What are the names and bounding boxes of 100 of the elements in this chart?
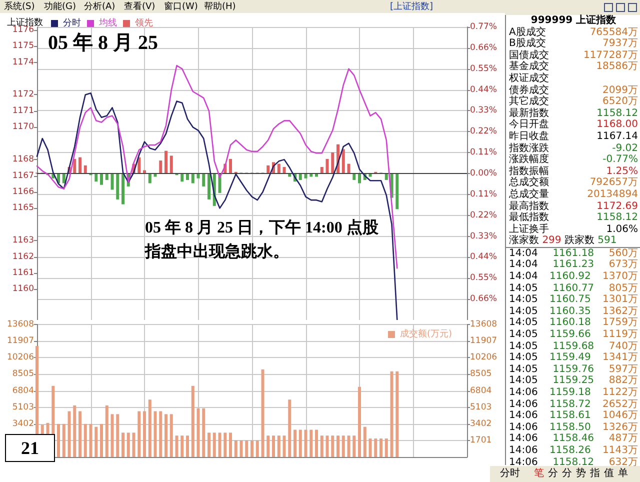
bar [208, 432, 210, 457]
bar [282, 167, 286, 174]
y2-tick-label: 5103 [470, 402, 492, 412]
y-tick-label: 1163 [12, 236, 34, 246]
y-tick-label: 6804 [12, 386, 34, 396]
y2-tick-label: 6804 [470, 386, 492, 396]
text: 1.06% [606, 224, 638, 235]
bar [315, 430, 318, 457]
y2-tick-label: 0.77% [470, 22, 498, 32]
bar [282, 436, 286, 457]
text: 14:05 1160.18 1759万 [509, 317, 638, 330]
bar [170, 156, 173, 174]
bar [78, 411, 82, 457]
bar [358, 174, 361, 184]
text: 1177287万 [583, 50, 638, 61]
bar [396, 371, 399, 457]
bar [380, 438, 382, 457]
text: 14:04 1160.92 1370万 [509, 271, 638, 283]
line-series [36, 64, 398, 269]
y-tick-label: 1175 [12, 41, 34, 52]
text: 1158.12 [596, 212, 638, 224]
y-tick-label: 1162 [12, 252, 34, 262]
category-label: 其它成交 [509, 96, 549, 108]
bar [294, 430, 296, 457]
bar [245, 440, 248, 457]
text: 14:05 1159.25 882万 [509, 375, 638, 386]
bar [240, 440, 243, 457]
bar [374, 438, 378, 457]
bar [208, 174, 210, 200]
text: 势 [576, 466, 586, 481]
bar [277, 436, 280, 457]
y-tick-label: 1161 [12, 268, 34, 278]
bar [298, 430, 302, 457]
text: 14:06 1158.12 632万 [509, 456, 638, 468]
text: 1158.12 [596, 108, 638, 119]
text: -9.02 [612, 142, 638, 154]
bar [234, 440, 238, 457]
category-label: 债券成交 [509, 84, 549, 96]
text: 2099万 [602, 84, 638, 96]
bar [336, 436, 340, 457]
bar [164, 150, 168, 174]
y2-tick-label: 0.44% [470, 84, 498, 95]
bar [159, 411, 162, 457]
category-label: 最低指数 [509, 212, 549, 224]
annotation: 21 [5, 434, 55, 462]
text: 792657万 [590, 177, 638, 188]
bar [250, 440, 254, 457]
category-label: 基金成交 [509, 61, 549, 72]
y2-tick-label: 8505 [470, 369, 492, 380]
bar [154, 411, 157, 457]
bar [73, 405, 76, 457]
bar [94, 174, 98, 182]
text: 14:04 1161.18 560万 [509, 248, 638, 259]
bar [170, 414, 173, 457]
y2-tick-label: 0.66% [470, 42, 498, 53]
legend-label: 成交额(万元) [400, 328, 452, 340]
bar [202, 174, 206, 186]
bar [266, 165, 270, 174]
text: 1172.69 [596, 200, 638, 212]
text: 6520万 [602, 96, 638, 108]
y2-tick-label: 0.66% [470, 294, 498, 304]
text: 系统(S) [4, 0, 35, 14]
bar [110, 174, 114, 190]
bar [342, 436, 345, 457]
text: 1.25% [606, 166, 638, 177]
bar [384, 174, 388, 180]
text: 14:06 1158.46 487万 [509, 433, 638, 444]
bar [347, 436, 350, 457]
y2-tick-label: 10206 [470, 352, 498, 363]
text: 765584万 [590, 26, 638, 38]
category-label: 昨日收盘 [509, 130, 549, 142]
y2-tick-label: 0.22% [470, 210, 498, 220]
y2-tick-label: 0.11% [470, 189, 498, 200]
text: 14:06 1158.72 2652万 [509, 398, 638, 410]
category-label: 国债成交 [509, 50, 549, 61]
bar [266, 436, 270, 457]
bar [116, 174, 120, 200]
category-label: 权证成交 [509, 72, 549, 84]
bar [100, 174, 103, 185]
bar [100, 424, 103, 457]
category-label: 最新指数 [509, 108, 549, 119]
y-tick-label: 1166 [12, 186, 34, 197]
bar [159, 160, 162, 174]
bar [138, 411, 141, 457]
bar [352, 436, 356, 457]
bar [191, 386, 194, 457]
category-label: A股成交 [509, 26, 546, 38]
y2-tick-label: 0.44% [470, 252, 498, 262]
category-label: 总成交量 [509, 188, 549, 200]
text: 1168.00 [596, 119, 638, 130]
bar [180, 174, 184, 182]
text: 14:06 1158.26 1143万 [509, 444, 638, 457]
bar [196, 174, 200, 178]
bar [320, 436, 324, 457]
text: 笔 [534, 467, 544, 481]
y-tick-label: 1174 [12, 57, 34, 68]
legend-label: 分时 [63, 18, 81, 28]
bar [352, 174, 356, 180]
bar [78, 157, 82, 174]
bar [304, 430, 308, 457]
